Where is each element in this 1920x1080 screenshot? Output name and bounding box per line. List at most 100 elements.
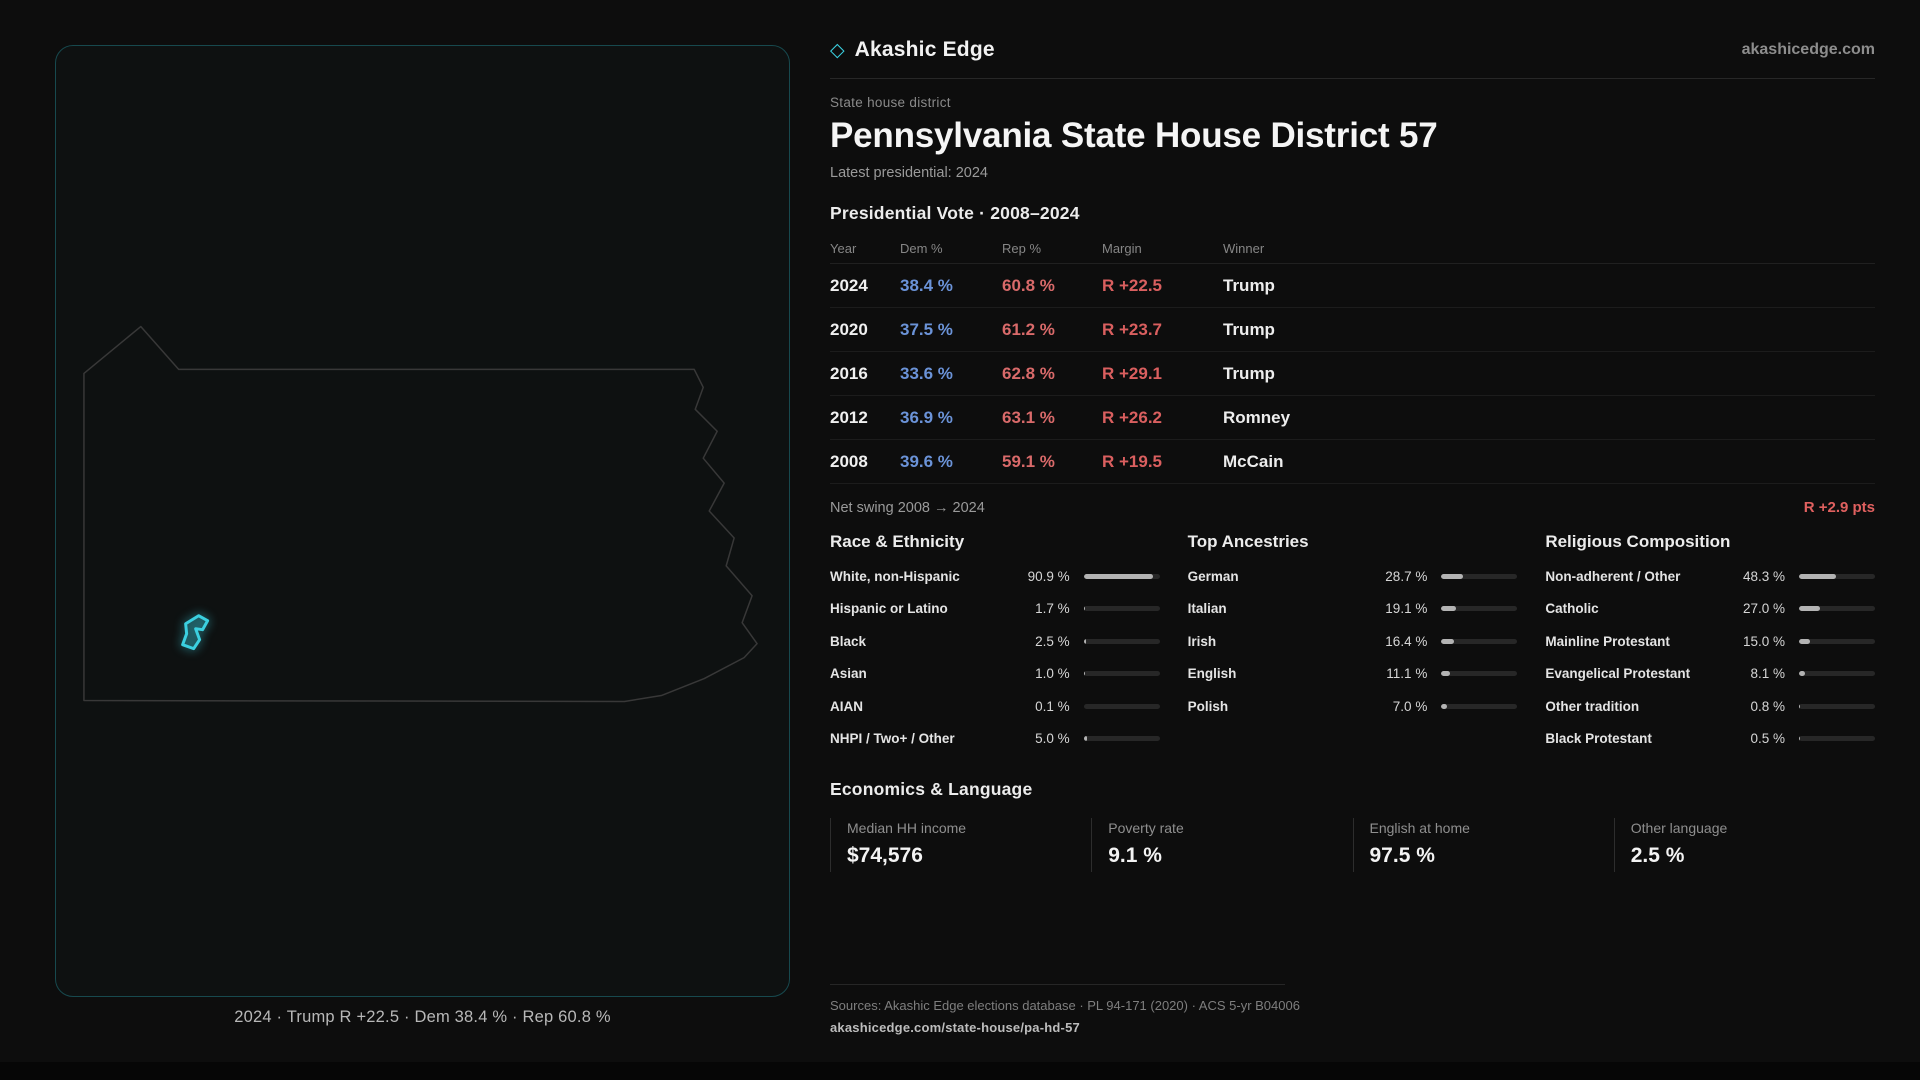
demo-label: Asian <box>830 666 867 682</box>
demo-value: 11.1 % <box>1386 666 1428 682</box>
vote-margin: R +29.1 <box>1102 363 1163 383</box>
table-row: 2008 39.6 % 59.1 % R +19.5 McCain <box>830 440 1875 484</box>
net-swing-row: Net swing 2008 → 2024 R +2.9 pts <box>830 499 1875 516</box>
demo-row: NHPI / Two+ / Other 5.0 % <box>830 723 1160 756</box>
table-row: 2020 37.5 % 61.2 % R +23.7 Trump <box>830 308 1875 352</box>
demo-bar-track <box>1083 703 1160 709</box>
demo-bar-track <box>1083 638 1160 644</box>
demo-label: Evangelical Protestant <box>1545 666 1691 682</box>
demo-bar-track <box>1798 736 1875 742</box>
ancestries-title: Top Ancestries <box>1187 532 1309 551</box>
demo-row: Black 2.5 % <box>830 625 1160 658</box>
vote-dem-pct: 39.6 % <box>900 451 953 471</box>
vote-winner: Romney <box>1223 407 1291 427</box>
vote-margin: R +26.2 <box>1102 407 1163 427</box>
report-panel: ◇ Akashic Edge akashicedge.com State hou… <box>830 38 1875 872</box>
vote-margin: R +22.5 <box>1102 275 1163 295</box>
demo-bar-track <box>1798 638 1875 644</box>
demo-row: Black Protestant 0.5 % <box>1545 723 1875 756</box>
demo-bar-fill <box>1798 638 1811 644</box>
demo-value: 2.5 % <box>1035 633 1070 649</box>
demo-bar-track <box>1083 573 1160 579</box>
table-row: 2024 38.4 % 60.8 % R +22.5 Trump <box>830 264 1875 308</box>
demo-value: 28.7 % <box>1385 568 1428 584</box>
table-row: 2016 33.6 % 62.8 % R +29.1 Trump <box>830 352 1875 396</box>
vote-rep-pct: 60.8 % <box>1002 275 1055 295</box>
stat-card-other-language: Other language 2.5 % <box>1613 818 1875 872</box>
col-dem: Dem % <box>900 241 943 256</box>
vote-year: 2012 <box>830 407 868 427</box>
demo-value: 1.0 % <box>1035 666 1070 682</box>
stat-card-median-income: Median HH income $74,576 <box>830 818 1091 872</box>
vote-margin: R +23.7 <box>1102 319 1163 339</box>
demo-value: 8.1 % <box>1750 666 1785 682</box>
demo-bar-track <box>1083 606 1160 612</box>
vote-margin: R +19.5 <box>1102 451 1163 471</box>
vote-table-title: Presidential Vote · 2008–2024 <box>830 203 1080 223</box>
demo-row: Non-adherent / Other 48.3 % <box>1545 560 1875 593</box>
sources-text: Sources: Akashic Edge elections database… <box>830 998 1300 1013</box>
site-domain-link[interactable]: akashicedge.com <box>1741 41 1875 58</box>
stat-value: $74,576 <box>847 844 923 867</box>
stat-label: Median HH income <box>847 820 967 836</box>
demo-bar-fill <box>1798 703 1800 709</box>
demo-row: Polish 7.0 % <box>1188 690 1518 723</box>
demo-bar-track <box>1798 671 1875 677</box>
vote-dem-pct: 33.6 % <box>900 363 953 383</box>
demo-row: Other tradition 0.8 % <box>1545 690 1875 723</box>
demo-value: 27.0 % <box>1742 601 1785 617</box>
vote-year: 2024 <box>830 275 868 295</box>
demo-row: Hispanic or Latino 1.7 % <box>830 593 1160 626</box>
net-swing-label: Net swing 2008 → 2024 <box>830 500 985 516</box>
permalink[interactable]: akashicedge.com/state-house/pa-hd-57 <box>830 1020 1080 1035</box>
demo-bar-fill <box>1798 606 1820 612</box>
religion-section: Religious Composition Non-adherent / Oth… <box>1545 532 1875 755</box>
demo-bar-track <box>1798 606 1875 612</box>
brand-name: Akashic Edge <box>854 38 995 61</box>
map-caption: 2024 · Trump R +22.5 · Dem 38.4 % · Rep … <box>234 1008 611 1026</box>
presidential-vote-table: Year Dem % Rep % Margin Winner 2024 38.4… <box>830 234 1875 484</box>
demo-bar-track <box>1798 573 1875 579</box>
district-57-highlight[interactable] <box>181 614 210 651</box>
demo-label: Other tradition <box>1545 698 1640 714</box>
demo-bar-track <box>1441 638 1518 644</box>
demo-bar-track <box>1441 573 1518 579</box>
latest-presidential-label: Latest presidential: 2024 <box>830 165 988 181</box>
demo-value: 19.1 % <box>1385 601 1428 617</box>
vote-year: 2008 <box>830 451 868 471</box>
stat-label: Other language <box>1630 820 1728 836</box>
stat-label: English at home <box>1369 820 1470 836</box>
stat-value: 9.1 % <box>1108 844 1162 867</box>
vote-dem-pct: 38.4 % <box>900 275 953 295</box>
demo-bar-fill <box>1441 573 1464 579</box>
demo-label: Irish <box>1187 633 1217 649</box>
demo-label: NHPI / Two+ / Other <box>830 731 955 747</box>
demo-row: Mainline Protestant 15.0 % <box>1545 625 1875 658</box>
vote-winner: McCain <box>1223 451 1284 471</box>
vote-year: 2016 <box>830 363 868 383</box>
pennsylvania-map <box>83 325 758 703</box>
demo-bar-track <box>1083 671 1160 677</box>
demo-bar-fill <box>1083 638 1086 644</box>
stat-card-english-at-home: English at home 97.5 % <box>1352 818 1614 872</box>
col-winner: Winner <box>1223 241 1265 256</box>
vote-winner: Trump <box>1223 275 1275 295</box>
stat-value: 97.5 % <box>1369 844 1435 867</box>
col-year: Year <box>830 241 857 256</box>
ancestries-section: Top Ancestries German 28.7 % Italian 19.… <box>1188 532 1518 755</box>
demo-label: Hispanic or Latino <box>830 601 948 617</box>
economics-title: Economics & Language <box>830 779 1033 799</box>
vote-rep-pct: 62.8 % <box>1002 363 1055 383</box>
demo-label: Catholic <box>1545 601 1599 617</box>
demo-label: Black <box>830 633 867 649</box>
demo-value: 90.9 % <box>1027 568 1070 584</box>
race-ethnicity-title: Race & Ethnicity <box>830 532 965 551</box>
demo-value: 0.8 % <box>1750 698 1785 714</box>
vote-rep-pct: 61.2 % <box>1002 319 1055 339</box>
demo-value: 48.3 % <box>1742 568 1785 584</box>
demo-row: Asian 1.0 % <box>830 658 1160 691</box>
demo-value: 7.0 % <box>1392 698 1428 714</box>
demo-label: Italian <box>1187 601 1227 617</box>
page-title: Pennsylvania State House District 57 <box>830 116 1438 155</box>
